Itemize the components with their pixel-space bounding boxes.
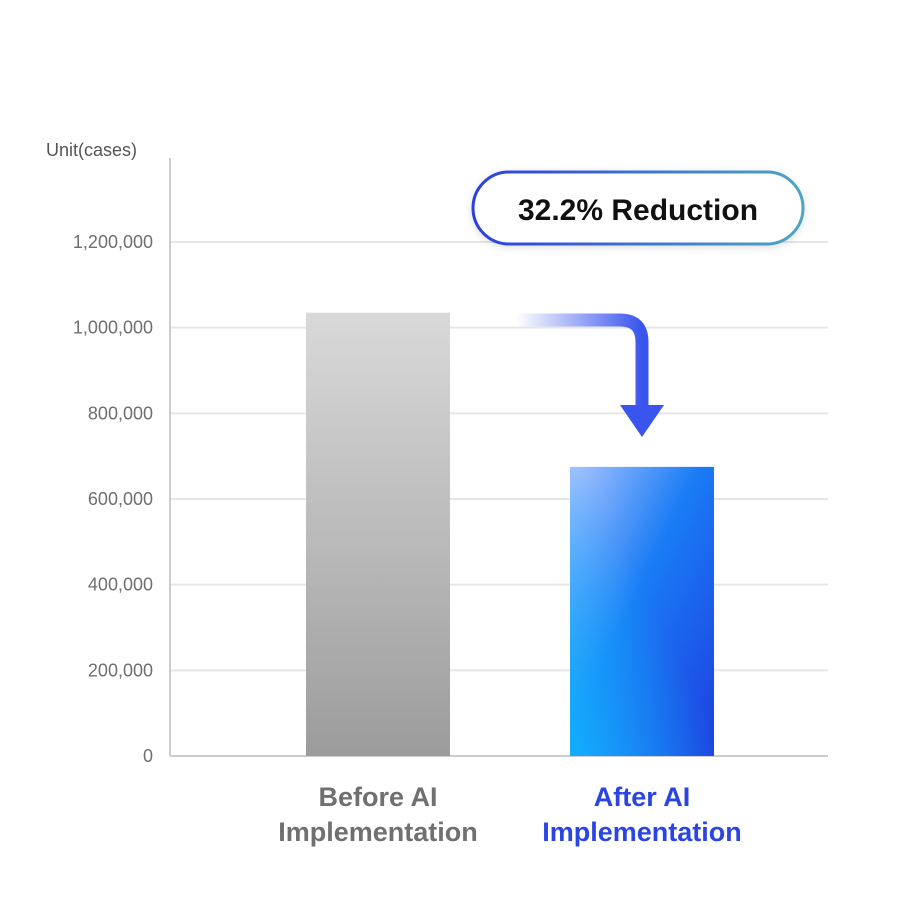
bars-layer <box>306 312 714 756</box>
category-label: Before AI <box>318 782 437 812</box>
y-tick-label: 600,000 <box>88 489 153 509</box>
grid-layer <box>170 241 828 672</box>
category-labels: Before AI Implementation After AI Implement… <box>278 782 742 847</box>
reduction-badge-text: 32.2% Reduction <box>518 194 758 227</box>
reduction-badge-box <box>471 170 805 246</box>
y-tick-label: 1,200,000 <box>73 232 153 252</box>
category-label: Implementation <box>542 817 742 847</box>
y-tick-label: 1,000,000 <box>73 318 153 338</box>
y-tick-label: 0 <box>143 746 153 766</box>
y-tick-label: 200,000 <box>88 660 153 680</box>
reduction-arrow-shaft <box>516 313 649 405</box>
reduction-arrow <box>516 313 664 437</box>
y-tick-labels: 0 200,000 400,000 600,000 800,000 1,000,000 1,… <box>73 232 153 766</box>
unit-label: Unit(cases) <box>46 140 137 160</box>
bar-after-ai-overlay <box>570 466 714 756</box>
axis-layer <box>169 158 828 757</box>
y-tick-label: 400,000 <box>88 575 153 595</box>
bar-before-ai <box>306 312 450 756</box>
category-label: After AI <box>594 782 691 812</box>
category-label: Implementation <box>278 817 478 847</box>
reduction-badge: 32.2% Reduction <box>471 170 805 246</box>
y-tick-label: 800,000 <box>88 403 153 423</box>
reduction-arrow-head <box>620 405 664 437</box>
